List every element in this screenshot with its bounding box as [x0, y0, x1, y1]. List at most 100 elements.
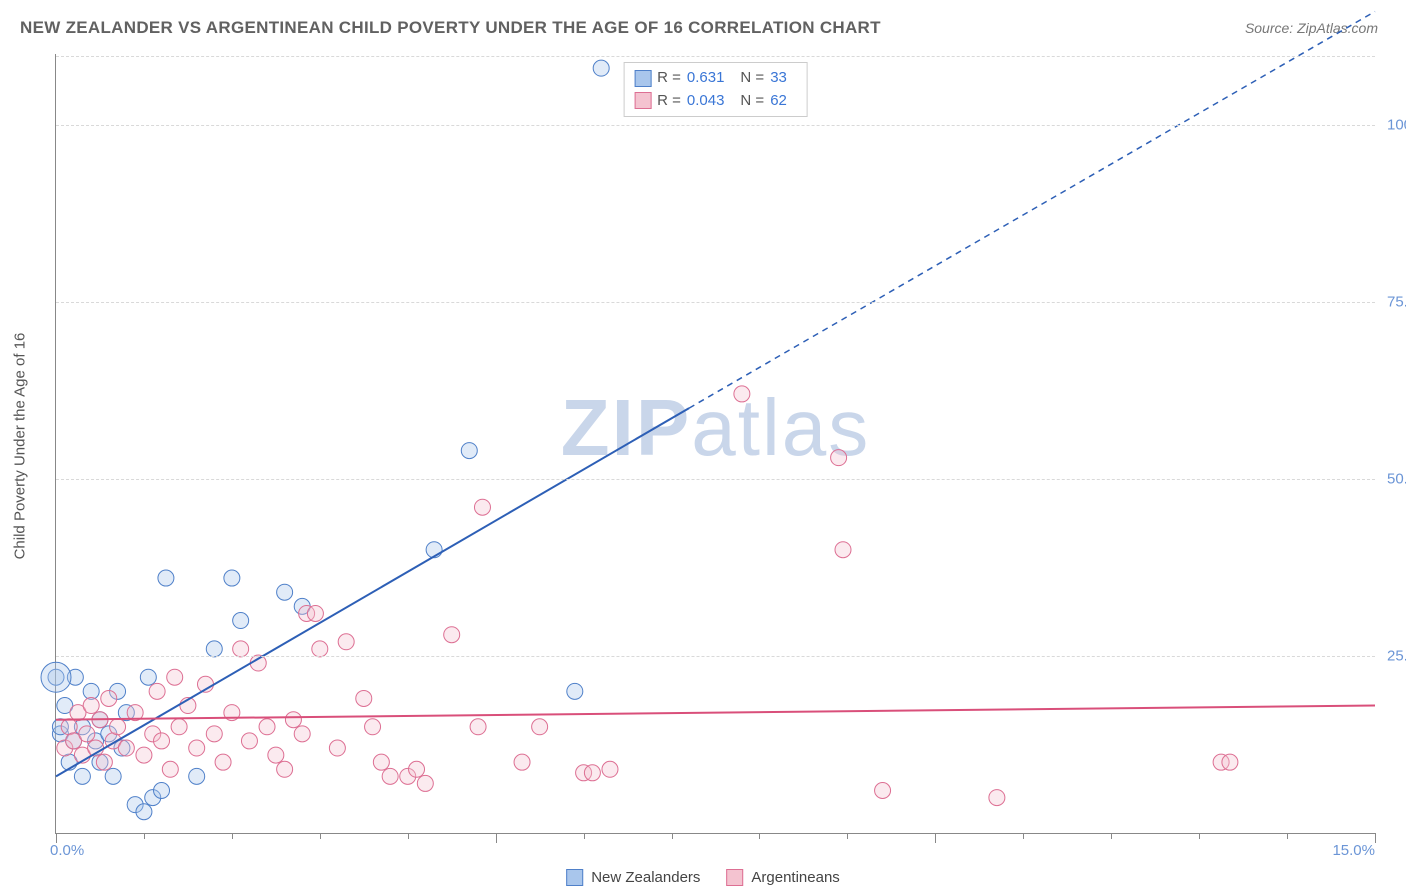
- data-point: [470, 719, 486, 735]
- plot-area: ZIPatlas R = 0.631 N = 33 R = 0.043 N = …: [55, 54, 1375, 834]
- data-point: [110, 719, 126, 735]
- data-point: [444, 627, 460, 643]
- data-point: [329, 740, 345, 756]
- data-point: [268, 747, 284, 763]
- data-point: [409, 761, 425, 777]
- swatch-nz: [634, 70, 651, 87]
- source-label: Source: ZipAtlas.com: [1245, 20, 1378, 36]
- x-tick-label: 15.0%: [1332, 842, 1375, 859]
- data-point: [215, 754, 231, 770]
- y-tick-label: 100.0%: [1387, 116, 1406, 133]
- data-point: [140, 669, 156, 685]
- data-point: [602, 761, 618, 777]
- data-point: [61, 719, 77, 735]
- swatch-arg: [634, 92, 651, 109]
- data-point: [154, 783, 170, 799]
- r-value-arg: 0.043: [687, 90, 725, 113]
- data-point: [136, 747, 152, 763]
- x-tick: [320, 833, 321, 839]
- x-tick: [408, 833, 409, 839]
- n-value-arg: 62: [770, 90, 787, 113]
- data-point: [96, 754, 112, 770]
- x-tick: [144, 833, 145, 839]
- y-tick-label: 25.0%: [1387, 647, 1406, 664]
- data-point: [593, 60, 609, 76]
- gridline: [56, 302, 1375, 303]
- data-point: [158, 570, 174, 586]
- correlation-legend: R = 0.631 N = 33 R = 0.043 N = 62: [623, 62, 808, 117]
- data-point: [567, 683, 583, 699]
- chart-page: NEW ZEALANDER VS ARGENTINEAN CHILD POVER…: [0, 0, 1406, 892]
- data-point: [241, 733, 257, 749]
- legend-label-arg: Argentineans: [751, 869, 839, 886]
- data-point: [285, 712, 301, 728]
- data-point: [514, 754, 530, 770]
- data-point: [224, 570, 240, 586]
- gridline: [56, 656, 1375, 657]
- x-tick: [584, 833, 585, 839]
- data-point: [461, 443, 477, 459]
- x-tick: [1199, 833, 1200, 839]
- gridline: [56, 125, 1375, 126]
- data-point: [41, 662, 71, 692]
- y-axis-label: Child Poverty Under the Age of 16: [12, 333, 29, 560]
- x-tick: [1287, 833, 1288, 839]
- data-point: [312, 641, 328, 657]
- x-tick-major: [935, 833, 936, 843]
- r-value-nz: 0.631: [687, 67, 725, 90]
- data-point: [734, 386, 750, 402]
- x-tick-major: [1375, 833, 1376, 843]
- data-point: [1222, 754, 1238, 770]
- data-point: [171, 719, 187, 735]
- data-point: [277, 761, 293, 777]
- data-point: [373, 754, 389, 770]
- chart-title: NEW ZEALANDER VS ARGENTINEAN CHILD POVER…: [20, 18, 881, 38]
- data-point: [356, 690, 372, 706]
- x-tick: [1111, 833, 1112, 839]
- data-point: [417, 775, 433, 791]
- x-tick-label: 0.0%: [50, 842, 84, 859]
- data-point: [162, 761, 178, 777]
- legend-item-arg: Argentineans: [726, 869, 839, 886]
- data-point: [277, 584, 293, 600]
- data-point: [118, 740, 134, 756]
- data-point: [74, 768, 90, 784]
- data-point: [136, 804, 152, 820]
- x-tick: [672, 833, 673, 839]
- data-point: [233, 613, 249, 629]
- data-point: [149, 683, 165, 699]
- series-legend: New Zealanders Argentineans: [566, 869, 840, 886]
- data-point: [532, 719, 548, 735]
- data-point: [167, 669, 183, 685]
- data-point: [831, 450, 847, 466]
- x-tick: [759, 833, 760, 839]
- x-tick: [232, 833, 233, 839]
- legend-swatch-arg: [726, 869, 743, 886]
- data-point: [382, 768, 398, 784]
- gridline: [56, 56, 1375, 57]
- data-point: [989, 790, 1005, 806]
- chart-svg: [56, 54, 1375, 833]
- data-point: [233, 641, 249, 657]
- x-tick: [1023, 833, 1024, 839]
- source-prefix: Source:: [1245, 20, 1297, 36]
- stat-row-arg: R = 0.043 N = 62: [634, 90, 797, 113]
- legend-item-nz: New Zealanders: [566, 869, 700, 886]
- data-point: [206, 641, 222, 657]
- data-point: [83, 698, 99, 714]
- data-point: [206, 726, 222, 742]
- data-point: [105, 768, 121, 784]
- n-value-nz: 33: [770, 67, 787, 90]
- data-point: [79, 726, 95, 742]
- data-point: [259, 719, 275, 735]
- data-point: [294, 726, 310, 742]
- data-point: [189, 768, 205, 784]
- legend-swatch-nz: [566, 869, 583, 886]
- data-point: [365, 719, 381, 735]
- legend-label-nz: New Zealanders: [591, 869, 700, 886]
- data-point: [835, 542, 851, 558]
- data-point: [83, 683, 99, 699]
- x-tick: [847, 833, 848, 839]
- data-point: [101, 690, 117, 706]
- y-tick-label: 50.0%: [1387, 470, 1406, 487]
